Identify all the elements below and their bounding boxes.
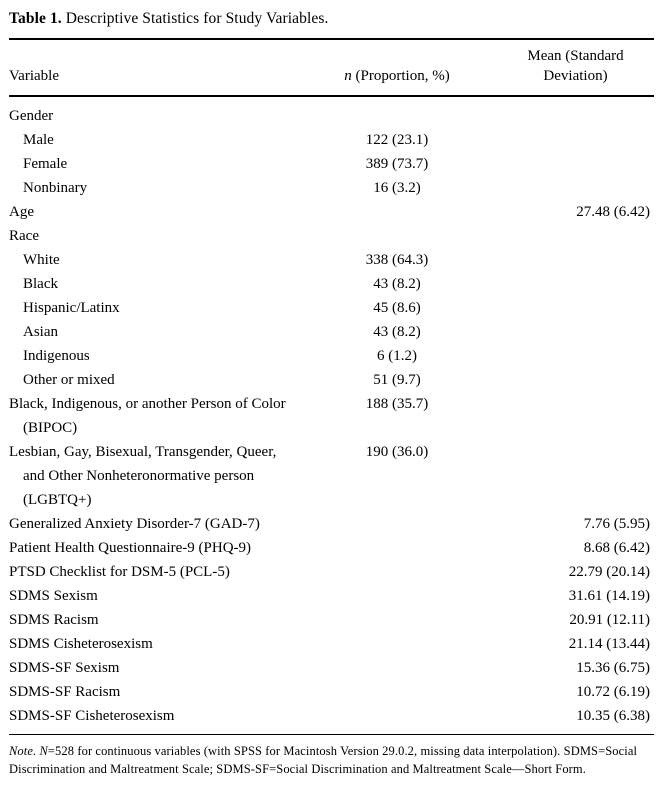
table-caption: Descriptive Statistics for Study Variabl… — [61, 10, 329, 27]
variable-cell: Black, Indigenous, or another Person of … — [9, 395, 286, 436]
variable-cell: Female — [23, 155, 68, 172]
column-header-variable: Variable — [9, 68, 59, 84]
table-number: Table 1. — [9, 10, 62, 27]
mean-sd-cell: 27.48 (6.42) — [576, 203, 650, 220]
variable-cell: Asian — [23, 323, 58, 340]
n-proportion-cell: 43 (8.2) — [373, 275, 421, 292]
table-body: Gender Male 122 (23.1) Female 389 (73.7)… — [9, 97, 654, 734]
table-row: Gender — [9, 104, 654, 128]
variable-cell: SDMS-SF Sexism — [9, 659, 120, 676]
table-row: Male 122 (23.1) — [9, 128, 654, 152]
table-row: SDMS Cisheterosexism 21.14 (13.44) — [9, 632, 654, 656]
variable-cell: Gender — [9, 107, 54, 124]
table-title: Table 1. Descriptive Statistics for Stud… — [9, 8, 654, 30]
variable-cell: Generalized Anxiety Disorder-7 (GAD-7) — [9, 515, 260, 532]
n-proportion-cell: 190 (36.0) — [365, 443, 429, 460]
bottom-rule — [9, 733, 654, 735]
table-row: Patient Health Questionnaire-9 (PHQ-9) 8… — [9, 536, 654, 560]
column-header-n-text: n (Proportion, %) — [344, 68, 450, 84]
table-row: Generalized Anxiety Disorder-7 (GAD-7) 7… — [9, 512, 654, 536]
n-proportion-cell: 389 (73.7) — [365, 155, 429, 172]
variable-cell: Indigenous — [23, 347, 90, 364]
n-proportion-cell: 122 (23.1) — [365, 131, 429, 148]
mean-sd-cell: 22.79 (20.14) — [568, 563, 650, 580]
column-header-n: n (Proportion, %) — [297, 66, 497, 86]
variable-cell: SDMS-SF Cisheterosexism — [9, 707, 175, 724]
table-note: Note. N=528 for continuous variables (wi… — [9, 743, 654, 778]
table-row: Age 27.48 (6.42) — [9, 200, 654, 224]
variable-cell: Race — [9, 227, 39, 244]
table-row: SDMS-SF Sexism 15.36 (6.75) — [9, 656, 654, 680]
mean-sd-cell: 10.72 (6.19) — [576, 683, 650, 700]
variable-cell: Black — [23, 275, 58, 292]
note-lead: Note. — [9, 744, 40, 758]
variable-cell: Age — [9, 203, 34, 220]
table-row: Hispanic/Latinx 45 (8.6) — [9, 296, 654, 320]
table-row: SDMS-SF Cisheterosexism 10.35 (6.38) — [9, 704, 654, 728]
n-proportion-cell: 51 (9.7) — [373, 371, 421, 388]
mean-sd-cell: 31.61 (14.19) — [568, 587, 650, 604]
top-rule — [9, 38, 654, 40]
table-row: Other or mixed 51 (9.7) — [9, 368, 654, 392]
column-header-mean: Mean (Standard Deviation) — [497, 46, 654, 86]
table-row: Indigenous 6 (1.2) — [9, 344, 654, 368]
variable-cell: Other or mixed — [23, 371, 115, 388]
variable-cell: Lesbian, Gay, Bisexual, Transgender, Que… — [9, 443, 277, 508]
note-n-symbol: N — [39, 744, 48, 758]
variable-cell: SDMS Racism — [9, 611, 99, 628]
n-proportion-cell: 16 (3.2) — [373, 179, 421, 196]
table-row: Female 389 (73.7) — [9, 152, 654, 176]
table-row: PTSD Checklist for DSM-5 (PCL-5) 22.79 (… — [9, 560, 654, 584]
table-row: Race — [9, 224, 654, 248]
variable-cell: Nonbinary — [23, 179, 88, 196]
n-proportion-cell: 188 (35.7) — [365, 395, 429, 412]
variable-cell: White — [23, 251, 60, 268]
n-proportion-cell: 45 (8.6) — [373, 299, 421, 316]
table-row: White 338 (64.3) — [9, 248, 654, 272]
table-row: SDMS Sexism 31.61 (14.19) — [9, 584, 654, 608]
variable-cell: SDMS Sexism — [9, 587, 98, 604]
mean-sd-cell: 15.36 (6.75) — [576, 659, 650, 676]
n-proportion-cell: 6 (1.2) — [377, 347, 417, 364]
table-header-row: Variable n (Proportion, %) Mean (Standar… — [9, 40, 654, 95]
table-row: SDMS-SF Racism 10.72 (6.19) — [9, 680, 654, 704]
n-proportion-cell: 338 (64.3) — [365, 251, 429, 268]
mean-sd-cell: 7.76 (5.95) — [583, 515, 650, 532]
table-row: Asian 43 (8.2) — [9, 320, 654, 344]
table-row: Lesbian, Gay, Bisexual, Transgender, Que… — [9, 440, 654, 512]
variable-cell: SDMS Cisheterosexism — [9, 635, 153, 652]
mean-sd-cell: 21.14 (13.44) — [568, 635, 650, 652]
table-row: Nonbinary 16 (3.2) — [9, 176, 654, 200]
variable-cell: Patient Health Questionnaire-9 (PHQ-9) — [9, 539, 252, 556]
variable-cell: SDMS-SF Racism — [9, 683, 121, 700]
variable-cell: Hispanic/Latinx — [23, 299, 120, 316]
variable-cell: PTSD Checklist for DSM-5 (PCL-5) — [9, 563, 230, 580]
column-header-mean-text: Mean (Standard Deviation) — [527, 48, 624, 84]
table-row: Black, Indigenous, or another Person of … — [9, 392, 654, 440]
note-text: =528 for continuous variables (with SPSS… — [9, 744, 638, 776]
mean-sd-cell: 10.35 (6.38) — [576, 707, 650, 724]
variable-cell: Male — [23, 131, 54, 148]
mean-sd-cell: 8.68 (6.42) — [583, 539, 650, 556]
table-row: SDMS Racism 20.91 (12.11) — [9, 608, 654, 632]
mean-sd-cell: 20.91 (12.11) — [569, 611, 650, 628]
table-row: Black 43 (8.2) — [9, 272, 654, 296]
header-rule — [9, 95, 654, 97]
n-proportion-cell: 43 (8.2) — [373, 323, 421, 340]
